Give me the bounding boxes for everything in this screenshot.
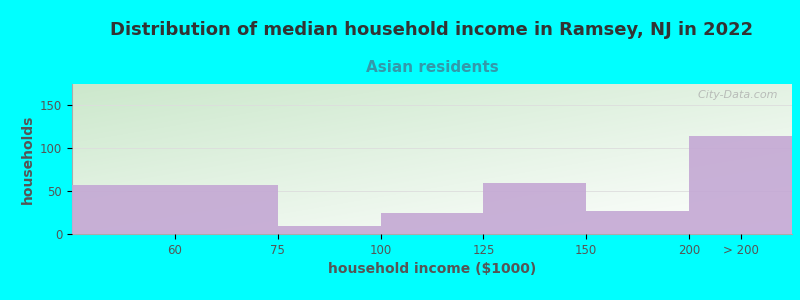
Text: Distribution of median household income in Ramsey, NJ in 2022: Distribution of median household income … [110, 21, 754, 39]
Bar [689, 136, 792, 234]
Y-axis label: households: households [21, 114, 34, 204]
Text: Asian residents: Asian residents [366, 60, 498, 75]
Bar [483, 183, 586, 234]
Bar [72, 185, 278, 234]
Bar [586, 211, 689, 234]
X-axis label: household income ($1000): household income ($1000) [328, 262, 536, 276]
Bar [381, 213, 483, 234]
Text: City-Data.com: City-Data.com [691, 90, 778, 100]
Bar [278, 226, 381, 234]
